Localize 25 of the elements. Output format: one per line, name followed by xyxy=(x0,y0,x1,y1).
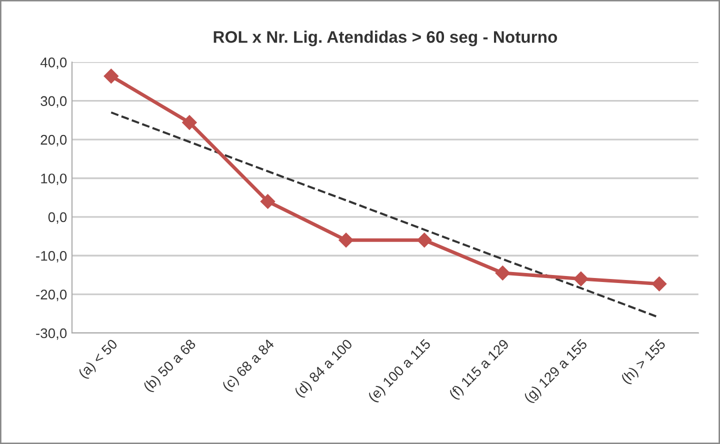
point xyxy=(104,68,119,84)
point xyxy=(182,115,197,130)
y-tick-label: -10,0 xyxy=(36,250,67,262)
point xyxy=(495,266,510,280)
y-tick-label: -30,0 xyxy=(36,328,67,340)
x-tick-label: (c) 68 a 84 xyxy=(221,338,277,394)
y-tick-label: 20,0 xyxy=(40,134,67,146)
x-tick-label: (d) 84 a 100 xyxy=(294,338,355,400)
y-tick-label: 40,0 xyxy=(40,57,67,69)
y-tick-label: 10,0 xyxy=(41,174,67,186)
point xyxy=(260,194,276,209)
point xyxy=(652,276,667,292)
y-tick-label: 0,0 xyxy=(48,212,67,224)
chart-title: ROL x Nr. Lig. Atendidas > 60 seg - Noturno xyxy=(214,30,558,46)
y-tick-label: 30,0 xyxy=(40,96,67,108)
x-tick-label: (g) 129 a 155 xyxy=(523,338,590,405)
x-tick-label: (h) > 155 xyxy=(620,338,668,386)
point xyxy=(416,232,432,248)
y-tick-label: -20,0 xyxy=(36,290,67,302)
point xyxy=(574,271,588,286)
x-tick-label: (a) < 50 xyxy=(78,338,120,381)
x-tick-label: (f) 115 a 129 xyxy=(448,338,512,402)
point xyxy=(338,232,354,248)
x-tick-label: (b) 50 a 68 xyxy=(142,338,198,394)
x-tick-label: (e) 100 a 115 xyxy=(367,338,434,404)
